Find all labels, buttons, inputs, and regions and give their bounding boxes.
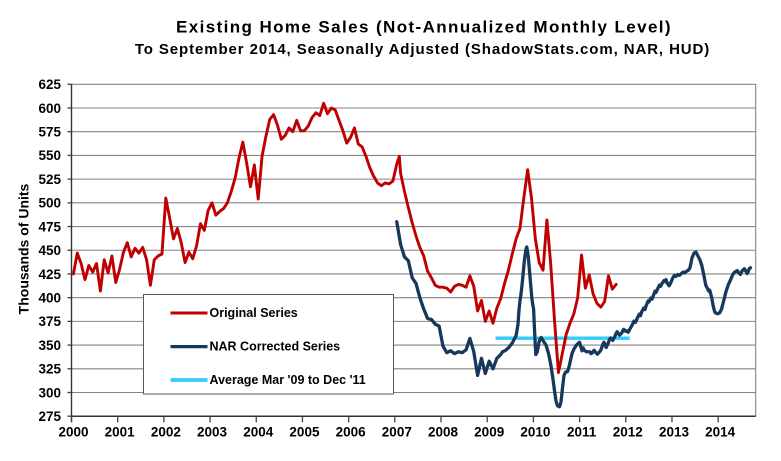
svg-text:2001: 2001 xyxy=(105,425,136,440)
svg-text:375: 375 xyxy=(38,314,61,329)
svg-text:2005: 2005 xyxy=(289,425,320,440)
svg-text:300: 300 xyxy=(38,385,61,400)
svg-text:475: 475 xyxy=(38,219,61,234)
svg-text:Thousands of Units: Thousands of Units xyxy=(15,183,31,314)
svg-text:To September 2014, Seasonally: To September 2014, Seasonally Adjusted (… xyxy=(135,41,710,58)
svg-text:2011: 2011 xyxy=(567,425,597,440)
svg-text:600: 600 xyxy=(38,101,61,116)
svg-text:425: 425 xyxy=(38,267,61,282)
svg-text:2003: 2003 xyxy=(197,425,228,440)
svg-text:2008: 2008 xyxy=(428,425,459,440)
svg-text:2013: 2013 xyxy=(659,425,690,440)
svg-text:2006: 2006 xyxy=(336,425,367,440)
svg-text:450: 450 xyxy=(38,243,61,258)
svg-text:Average Mar '09 to Dec '11: Average Mar '09 to Dec '11 xyxy=(210,373,366,387)
svg-text:2004: 2004 xyxy=(243,425,274,440)
svg-text:2012: 2012 xyxy=(613,425,643,440)
svg-text:325: 325 xyxy=(38,362,61,377)
svg-text:550: 550 xyxy=(38,148,61,163)
svg-text:Existing Home Sales (Not-Annua: Existing Home Sales (Not-Annualized Mont… xyxy=(176,18,672,37)
svg-text:2000: 2000 xyxy=(58,425,88,440)
svg-text:500: 500 xyxy=(38,196,61,211)
svg-text:2010: 2010 xyxy=(520,425,550,440)
svg-text:400: 400 xyxy=(38,290,61,305)
svg-text:525: 525 xyxy=(38,172,61,187)
svg-text:275: 275 xyxy=(38,409,61,424)
svg-text:NAR Corrected Series: NAR Corrected Series xyxy=(210,340,341,354)
svg-text:2002: 2002 xyxy=(151,425,181,440)
svg-text:575: 575 xyxy=(38,125,61,140)
svg-text:2009: 2009 xyxy=(474,425,504,440)
svg-text:2014: 2014 xyxy=(705,425,736,440)
svg-text:2007: 2007 xyxy=(382,425,412,440)
svg-text:350: 350 xyxy=(38,338,61,353)
svg-text:Original Series: Original Series xyxy=(210,306,298,320)
svg-text:625: 625 xyxy=(38,77,61,92)
